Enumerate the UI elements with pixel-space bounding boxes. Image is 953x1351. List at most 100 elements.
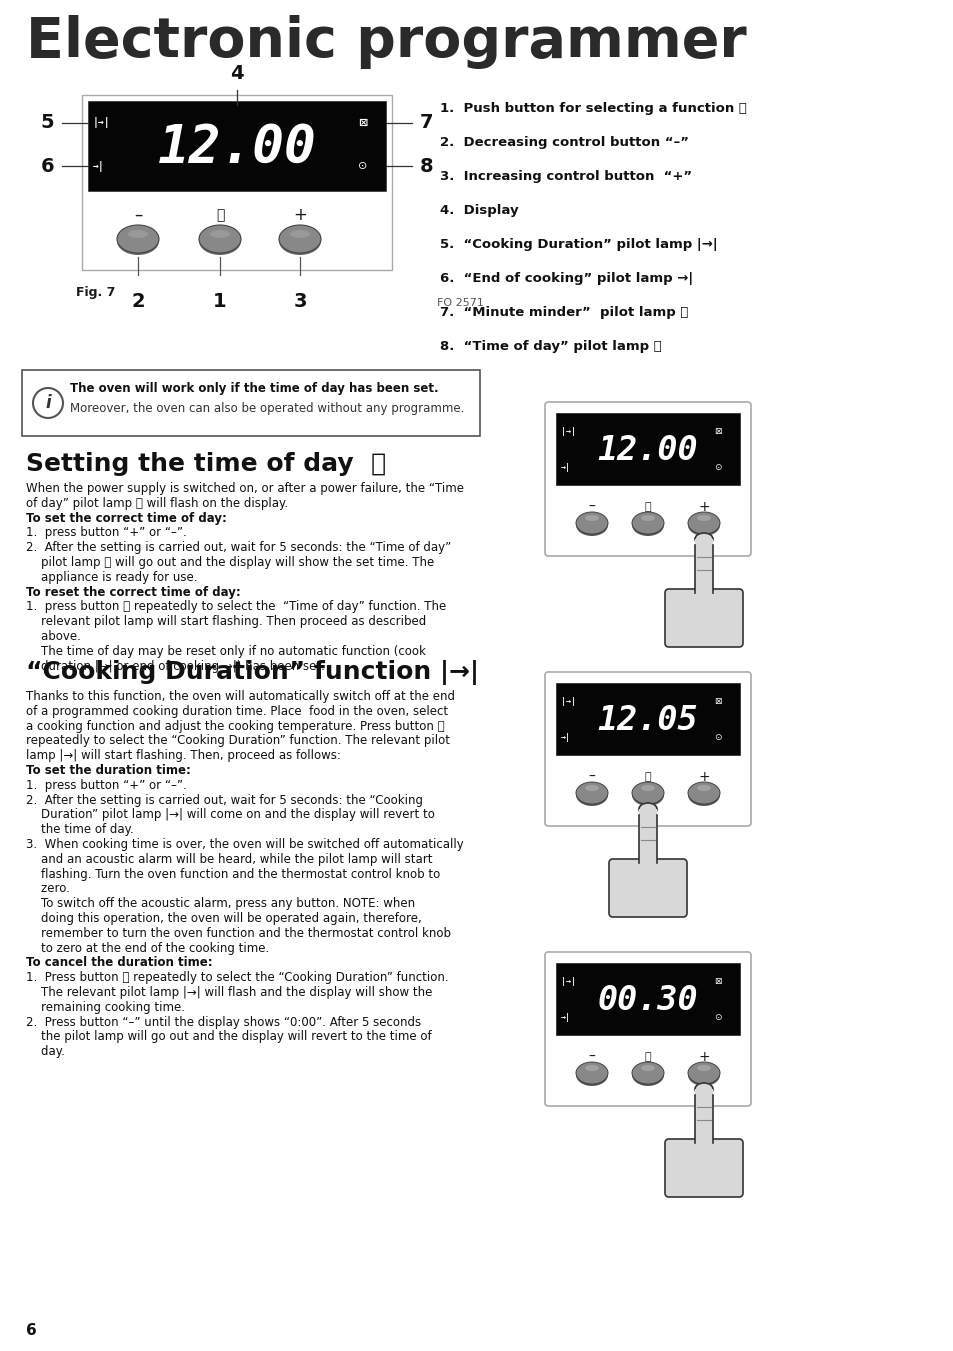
Text: 2: 2 bbox=[132, 292, 145, 311]
Ellipse shape bbox=[576, 1062, 607, 1084]
Text: →|: →| bbox=[560, 732, 571, 742]
Text: Thanks to this function, the oven will automatically switch off at the end: Thanks to this function, the oven will a… bbox=[26, 690, 455, 703]
Text: ⊠: ⊠ bbox=[713, 427, 720, 435]
Ellipse shape bbox=[695, 534, 712, 544]
FancyBboxPatch shape bbox=[608, 859, 686, 917]
Text: ⊠: ⊠ bbox=[713, 697, 720, 705]
Text: 6: 6 bbox=[26, 1323, 37, 1337]
Text: ⊙: ⊙ bbox=[713, 732, 720, 742]
Text: pilot lamp ⌛ will go out and the display will show the set time. The: pilot lamp ⌛ will go out and the display… bbox=[26, 557, 434, 569]
Text: –: – bbox=[588, 1050, 595, 1065]
Text: repeatedly to select the “Cooking Duration” function. The relevant pilot: repeatedly to select the “Cooking Durati… bbox=[26, 735, 450, 747]
Text: →|: →| bbox=[560, 1012, 571, 1021]
Circle shape bbox=[33, 388, 63, 417]
Text: –: – bbox=[133, 205, 142, 224]
Ellipse shape bbox=[117, 226, 159, 253]
Text: 4: 4 bbox=[230, 63, 244, 82]
Text: appliance is ready for use.: appliance is ready for use. bbox=[26, 571, 197, 584]
Ellipse shape bbox=[199, 226, 241, 253]
Text: Moreover, the oven can also be operated without any programme.: Moreover, the oven can also be operated … bbox=[70, 403, 464, 415]
Text: Setting the time of day  ⌛: Setting the time of day ⌛ bbox=[26, 453, 386, 476]
Text: 2.  Decreasing control button “–”: 2. Decreasing control button “–” bbox=[439, 136, 688, 149]
Text: 6.  “End of cooking” pilot lamp →|: 6. “End of cooking” pilot lamp →| bbox=[439, 272, 693, 285]
Ellipse shape bbox=[117, 227, 159, 255]
FancyBboxPatch shape bbox=[664, 589, 742, 647]
Text: doing this operation, the oven will be operated again, therefore,: doing this operation, the oven will be o… bbox=[26, 912, 421, 925]
Text: i: i bbox=[45, 394, 51, 412]
Ellipse shape bbox=[631, 782, 663, 804]
Text: 2.  Press button “–” until the display shows “0:00”. After 5 seconds: 2. Press button “–” until the display sh… bbox=[26, 1016, 420, 1028]
Text: ᗑ: ᗑ bbox=[215, 208, 224, 222]
Text: lamp |→| will start flashing. Then, proceed as follows:: lamp |→| will start flashing. Then, proc… bbox=[26, 750, 340, 762]
Ellipse shape bbox=[687, 784, 720, 807]
Ellipse shape bbox=[631, 1065, 663, 1086]
Ellipse shape bbox=[576, 1065, 607, 1086]
Text: Electronic programmer: Electronic programmer bbox=[26, 15, 746, 69]
Ellipse shape bbox=[199, 227, 241, 255]
Text: flashing. Turn the oven function and the thermostat control knob to: flashing. Turn the oven function and the… bbox=[26, 867, 439, 881]
Ellipse shape bbox=[639, 802, 657, 815]
Text: 12.00: 12.00 bbox=[598, 435, 698, 467]
Text: 2.  After the setting is carried out, wait for 5 seconds: the “Time of day”: 2. After the setting is carried out, wai… bbox=[26, 542, 451, 554]
Text: remember to turn the oven function and the thermostat control knob: remember to turn the oven function and t… bbox=[26, 927, 451, 940]
Text: ⊠: ⊠ bbox=[713, 977, 720, 985]
FancyBboxPatch shape bbox=[22, 370, 479, 436]
Ellipse shape bbox=[576, 512, 607, 534]
FancyBboxPatch shape bbox=[664, 1139, 742, 1197]
Ellipse shape bbox=[631, 1062, 663, 1084]
Text: ᗑ: ᗑ bbox=[644, 503, 651, 512]
Text: ⊠: ⊠ bbox=[357, 118, 367, 128]
Ellipse shape bbox=[640, 515, 655, 521]
FancyBboxPatch shape bbox=[82, 95, 392, 270]
Ellipse shape bbox=[631, 513, 663, 536]
Text: –: – bbox=[588, 500, 595, 513]
Text: 1.  Push button for selecting a function ⓡ: 1. Push button for selecting a function … bbox=[439, 101, 746, 115]
Text: 5: 5 bbox=[40, 113, 54, 132]
Text: 7.  “Minute minder”  pilot lamp ⧖: 7. “Minute minder” pilot lamp ⧖ bbox=[439, 305, 688, 319]
Bar bbox=[695, 539, 712, 590]
Text: Duration” pilot lamp |→| will come on and the display will revert to: Duration” pilot lamp |→| will come on an… bbox=[26, 808, 435, 821]
Text: +: + bbox=[698, 770, 709, 784]
Text: 1.  press button “+” or “–”.: 1. press button “+” or “–”. bbox=[26, 778, 187, 792]
Text: →|: →| bbox=[92, 161, 105, 172]
Ellipse shape bbox=[576, 513, 607, 536]
Text: The time of day may be reset only if no automatic function (cook: The time of day may be reset only if no … bbox=[26, 644, 425, 658]
FancyBboxPatch shape bbox=[544, 952, 750, 1106]
Bar bbox=[88, 101, 386, 190]
Text: of a programmed cooking duration time. Place  food in the oven, select: of a programmed cooking duration time. P… bbox=[26, 705, 448, 717]
Ellipse shape bbox=[584, 515, 598, 521]
Text: 1.  press button “+” or “–”.: 1. press button “+” or “–”. bbox=[26, 527, 187, 539]
Ellipse shape bbox=[210, 230, 230, 238]
Text: relevant pilot lamp will start flashing. Then proceed as described: relevant pilot lamp will start flashing.… bbox=[26, 615, 426, 628]
Text: +: + bbox=[698, 500, 709, 513]
Ellipse shape bbox=[584, 785, 598, 790]
Text: To set the duration time:: To set the duration time: bbox=[26, 765, 191, 777]
Ellipse shape bbox=[278, 226, 320, 253]
Bar bbox=[556, 684, 740, 755]
Text: Fig. 7: Fig. 7 bbox=[76, 286, 115, 299]
Text: The oven will work only if the time of day has been set.: The oven will work only if the time of d… bbox=[70, 382, 438, 394]
Ellipse shape bbox=[687, 513, 720, 536]
Text: and an acoustic alarm will be heard, while the pilot lamp will start: and an acoustic alarm will be heard, whi… bbox=[26, 852, 432, 866]
Text: |→|: |→| bbox=[560, 427, 576, 435]
Text: 7: 7 bbox=[419, 113, 433, 132]
Text: zero.: zero. bbox=[26, 882, 70, 896]
Text: 1.  press button ⓡ repeatedly to select the  “Time of day” function. The: 1. press button ⓡ repeatedly to select t… bbox=[26, 600, 446, 613]
Text: day.: day. bbox=[26, 1046, 65, 1058]
Text: 3.  Increasing control button  “+”: 3. Increasing control button “+” bbox=[439, 170, 691, 182]
Text: “Cooking Duration” function |→|: “Cooking Duration” function |→| bbox=[26, 661, 478, 685]
Ellipse shape bbox=[697, 785, 710, 790]
FancyBboxPatch shape bbox=[544, 671, 750, 825]
Ellipse shape bbox=[695, 1084, 712, 1096]
Ellipse shape bbox=[290, 230, 310, 238]
Ellipse shape bbox=[631, 512, 663, 534]
Text: to zero at the end of the cooking time.: to zero at the end of the cooking time. bbox=[26, 942, 269, 955]
Text: 3.  When cooking time is over, the oven will be switched off automatically: 3. When cooking time is over, the oven w… bbox=[26, 838, 463, 851]
Text: above.: above. bbox=[26, 630, 81, 643]
Text: 00.30: 00.30 bbox=[598, 985, 698, 1017]
Text: To reset the correct time of day:: To reset the correct time of day: bbox=[26, 585, 240, 598]
Text: 12.00: 12.00 bbox=[157, 122, 316, 174]
Ellipse shape bbox=[631, 784, 663, 807]
Text: –: – bbox=[588, 770, 595, 784]
Text: of day” pilot lamp ⌛ will flash on the display.: of day” pilot lamp ⌛ will flash on the d… bbox=[26, 497, 288, 509]
